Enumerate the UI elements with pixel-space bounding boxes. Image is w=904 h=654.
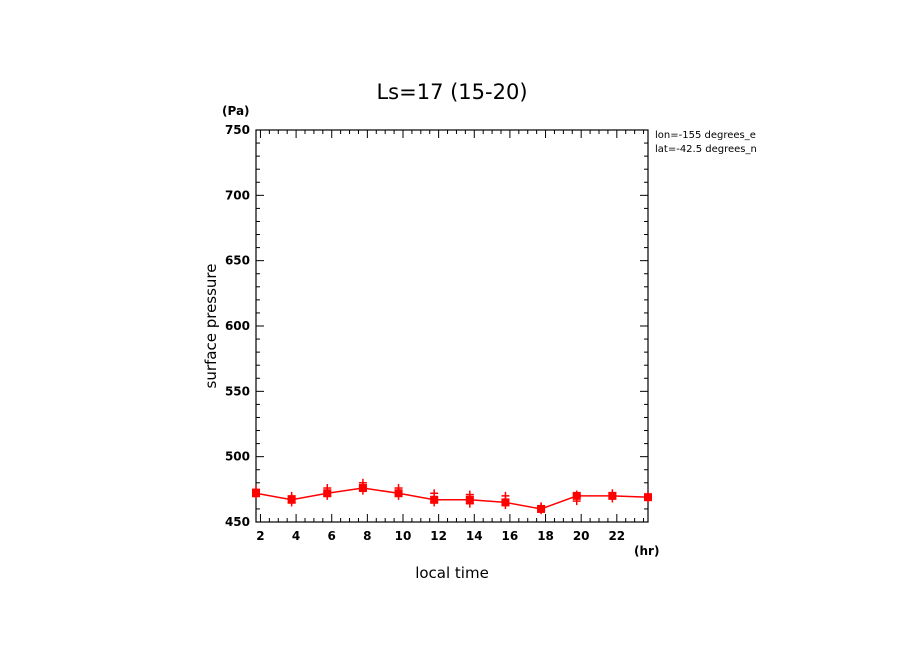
data-marks xyxy=(252,478,652,515)
x-tick-label: 10 xyxy=(395,529,412,543)
plot-frame xyxy=(255,129,649,523)
x-tick-label: 6 xyxy=(328,529,336,543)
series-point xyxy=(537,504,546,513)
x-tick-label: 22 xyxy=(608,529,625,543)
y-tick-label: 500 xyxy=(225,450,250,464)
series-point xyxy=(323,489,332,498)
series-point xyxy=(572,491,581,500)
series-point xyxy=(287,495,296,504)
x-tick-label: 16 xyxy=(502,529,519,543)
x-tick-label: 14 xyxy=(466,529,483,543)
x-tick-label: 18 xyxy=(537,529,554,543)
series-point xyxy=(465,495,474,504)
series-point xyxy=(644,493,652,502)
axis-ticks: 450 500 550 600 650 700 750 2 4 6 8 10 12 14 16 18 20 22 xyxy=(225,123,648,543)
series-point xyxy=(430,495,439,504)
y-tick-label: 650 xyxy=(225,254,250,268)
series-point xyxy=(608,491,617,500)
x-tick-label: 4 xyxy=(292,529,300,543)
longitude-annotation: lon=-155 degrees_e xyxy=(655,130,756,141)
x-tick-label: 8 xyxy=(363,529,371,543)
chart-title: Ls=17 (15-20) xyxy=(376,80,527,104)
series-point xyxy=(252,489,260,498)
series-line xyxy=(255,487,649,510)
y-tick-label: 600 xyxy=(225,319,250,333)
x-unit-label: (hr) xyxy=(634,544,659,558)
series-point xyxy=(394,489,403,498)
x-axis-label: local time xyxy=(415,564,489,582)
latitude-annotation: lat=-42.5 degrees_n xyxy=(655,144,757,155)
x-tick-label: 20 xyxy=(573,529,590,543)
x-tick-label: 2 xyxy=(256,529,264,543)
y-axis-label: surface pressure xyxy=(202,264,220,389)
series-point xyxy=(358,484,367,493)
y-tick-label: 550 xyxy=(225,384,250,398)
y-unit-label: (Pa) xyxy=(222,104,250,118)
y-tick-label: 700 xyxy=(225,188,250,202)
y-tick-label: 450 xyxy=(225,515,250,529)
series-point xyxy=(501,498,510,507)
y-tick-label: 750 xyxy=(225,123,250,137)
x-tick-label: 12 xyxy=(430,529,447,543)
